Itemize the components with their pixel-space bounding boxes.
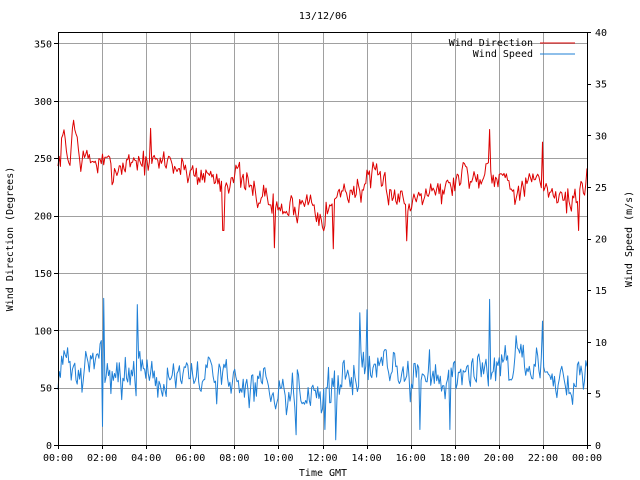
y-right-tick-label: 20	[595, 235, 607, 246]
x-tick-label: 00:00	[572, 453, 602, 464]
x-tick-label: 04:00	[131, 453, 161, 464]
y-right-tick-labels: 0 5 10 15 20 25 30 35 40	[595, 28, 607, 452]
y-right-tick-label: 40	[595, 28, 607, 39]
x-tick-label: 14:00	[352, 453, 382, 464]
x-tick-label: 18:00	[440, 453, 470, 464]
x-tick-label: 06:00	[175, 453, 205, 464]
y-left-tick-label: 150	[34, 269, 52, 280]
x-tick-label: 00:00	[43, 453, 73, 464]
grid	[58, 32, 587, 445]
x-tick-labels: 00:00 02:00 04:00 06:00 08:00 10:00 12:00 14:00…	[43, 453, 602, 464]
tick-marks	[54, 32, 591, 449]
y-right-tick-label: 35	[595, 80, 607, 91]
y-right-tick-label: 5	[595, 389, 601, 400]
x-tick-label: 08:00	[219, 453, 249, 464]
y-left-tick-label: 50	[40, 384, 52, 395]
x-tick-label: 02:00	[87, 453, 117, 464]
y-left-tick-labels: 0 50 100 150 200 250 300 350	[34, 39, 52, 452]
y-right-tick-label: 30	[595, 131, 607, 142]
y-left-tick-label: 250	[34, 154, 52, 165]
x-tick-label: 12:00	[307, 453, 337, 464]
y-left-tick-label: 100	[34, 326, 52, 337]
legend-label-wind-direction: Wind Direction	[449, 38, 533, 49]
y-left-tick-label: 300	[34, 97, 52, 108]
y-right-tick-label: 15	[595, 286, 607, 297]
x-tick-label: 10:00	[263, 453, 293, 464]
y-left-tick-label: 200	[34, 212, 52, 223]
chart-title: 13/12/06	[299, 11, 347, 22]
y-left-tick-label: 0	[46, 441, 52, 452]
y-right-tick-label: 25	[595, 183, 607, 194]
y-axis-left-label: Wind Direction (Degrees)	[5, 167, 16, 312]
y-left-tick-label: 350	[34, 39, 52, 50]
y-right-tick-label: 10	[595, 338, 607, 349]
series-line-wind-direction	[57, 119, 588, 250]
y-axis-right-label: Wind Speed (m/s)	[624, 191, 635, 287]
legend: Wind Direction Wind Speed	[449, 38, 575, 60]
x-tick-label: 22:00	[528, 453, 558, 464]
series-line-wind-speed	[57, 297, 588, 441]
y-right-tick-label: 0	[595, 441, 601, 452]
x-tick-label: 16:00	[396, 453, 426, 464]
x-axis-label: Time GMT	[299, 468, 347, 479]
x-tick-label: 20:00	[484, 453, 514, 464]
series-layer	[57, 119, 588, 441]
legend-label-wind-speed: Wind Speed	[473, 49, 533, 60]
